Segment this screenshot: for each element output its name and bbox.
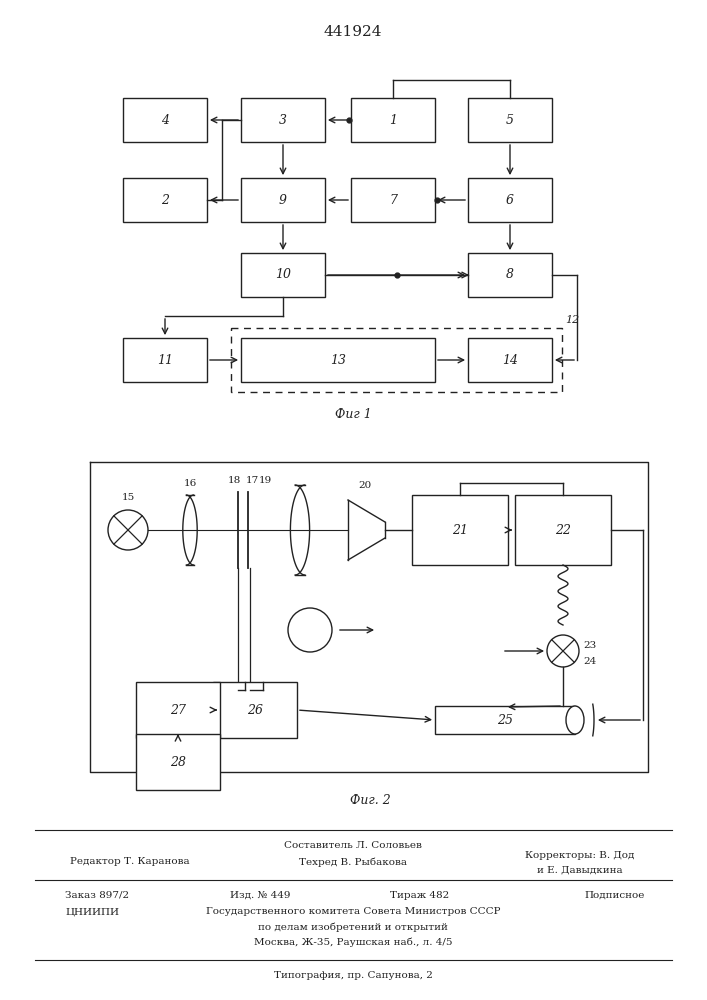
Text: Подписное: Подписное [585, 890, 645, 900]
Text: Изд. № 449: Изд. № 449 [230, 890, 291, 900]
Text: 1: 1 [389, 113, 397, 126]
Text: 28: 28 [170, 756, 186, 768]
Text: 2: 2 [161, 194, 169, 207]
Text: 14: 14 [502, 354, 518, 366]
Text: 20: 20 [358, 481, 372, 490]
Bar [123, 178, 207, 222]
Text: 5: 5 [506, 113, 514, 126]
Text: ЦНИИПИ: ЦНИИПИ [65, 908, 119, 916]
Text: 18: 18 [228, 476, 240, 485]
Bar [213, 682, 297, 738]
Bar [123, 98, 207, 142]
Text: 23: 23 [583, 642, 596, 650]
Text: 3: 3 [279, 113, 287, 126]
Text: Составитель Л. Соловьев: Составитель Л. Соловьев [284, 840, 422, 850]
Text: Фиг. 2: Фиг. 2 [350, 794, 390, 806]
Ellipse shape [566, 706, 584, 734]
Bar [412, 495, 508, 565]
Text: Корректоры: В. Дод: Корректоры: В. Дод [525, 850, 635, 859]
Text: 9: 9 [279, 194, 287, 207]
Bar [351, 98, 435, 142]
Text: Москва, Ж-35, Раушская наб., л. 4/5: Москва, Ж-35, Раушская наб., л. 4/5 [254, 937, 452, 947]
Text: 26: 26 [247, 704, 263, 716]
Text: 8: 8 [506, 268, 514, 282]
Bar [241, 338, 435, 382]
Text: 7: 7 [389, 194, 397, 207]
Text: 13: 13 [330, 354, 346, 366]
Text: 19: 19 [258, 476, 271, 485]
Text: Техред В. Рыбакова: Техред В. Рыбакова [299, 857, 407, 867]
Text: 15: 15 [122, 493, 134, 502]
Text: 4: 4 [161, 113, 169, 126]
Text: Государственного комитета Совета Министров СССР: Государственного комитета Совета Министр… [206, 908, 501, 916]
Text: 21: 21 [452, 524, 468, 536]
Bar [515, 495, 611, 565]
Text: Заказ 897/2: Заказ 897/2 [65, 890, 129, 900]
Bar [468, 178, 552, 222]
Text: по делам изобретений и открытий: по делам изобретений и открытий [258, 922, 448, 932]
Bar [351, 178, 435, 222]
Text: Тираж 482: Тираж 482 [390, 890, 450, 900]
Text: 10: 10 [275, 268, 291, 282]
Bar [241, 253, 325, 297]
Text: 441924: 441924 [324, 25, 382, 39]
Text: 11: 11 [157, 354, 173, 366]
Bar [123, 338, 207, 382]
Bar [136, 682, 220, 738]
Bar [241, 178, 325, 222]
Text: 17: 17 [245, 476, 259, 485]
Text: и Е. Давыдкина: и Е. Давыдкина [537, 865, 623, 874]
Bar [468, 253, 552, 297]
Bar [136, 734, 220, 790]
Bar [468, 98, 552, 142]
Bar [435, 706, 575, 734]
Text: 22: 22 [555, 524, 571, 536]
Text: Фиг 1: Фиг 1 [334, 408, 371, 422]
Bar [241, 98, 325, 142]
Bar [231, 328, 562, 392]
Text: 25: 25 [497, 714, 513, 726]
Text: Редактор Т. Каранова: Редактор Т. Каранова [70, 857, 189, 866]
Text: 6: 6 [506, 194, 514, 207]
Text: 12: 12 [565, 315, 579, 325]
Text: 24: 24 [583, 656, 596, 666]
Text: Типография, пр. Сапунова, 2: Типография, пр. Сапунова, 2 [274, 970, 433, 980]
Text: 16: 16 [183, 479, 197, 488]
Bar [468, 338, 552, 382]
Text: 27: 27 [170, 704, 186, 716]
